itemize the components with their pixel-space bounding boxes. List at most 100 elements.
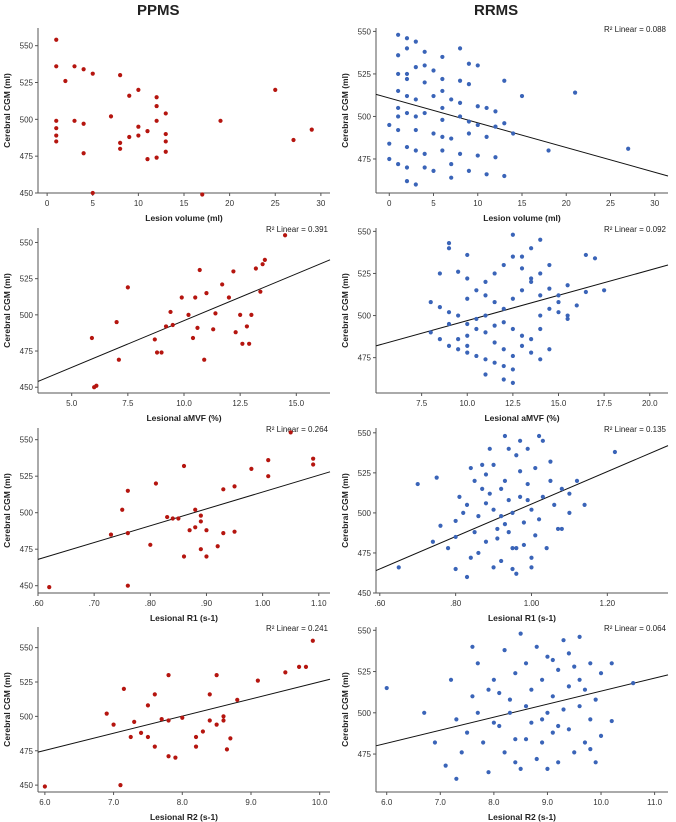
y-tick-label: 550 bbox=[20, 42, 34, 51]
data-point bbox=[247, 341, 252, 346]
data-point bbox=[228, 736, 233, 741]
data-point bbox=[413, 39, 418, 44]
data-point bbox=[559, 526, 564, 532]
data-point bbox=[540, 438, 545, 443]
y-tick-label: 500 bbox=[20, 115, 34, 124]
data-point bbox=[145, 129, 150, 134]
data-point bbox=[136, 133, 141, 138]
data-point bbox=[200, 729, 205, 734]
y-tick-label: 550 bbox=[358, 429, 372, 438]
x-tick-label: 11.0 bbox=[647, 798, 663, 807]
data-point bbox=[396, 127, 401, 133]
data-point bbox=[475, 710, 480, 715]
data-point bbox=[483, 357, 488, 362]
data-point bbox=[136, 124, 141, 129]
data-point bbox=[472, 530, 477, 535]
data-point bbox=[502, 121, 507, 126]
data-point bbox=[440, 117, 445, 122]
data-point bbox=[565, 283, 570, 288]
data-point bbox=[428, 299, 433, 305]
data-point bbox=[491, 462, 496, 467]
data-point bbox=[501, 377, 506, 382]
data-point bbox=[461, 510, 466, 516]
x-tick-label: 15.0 bbox=[289, 399, 305, 408]
data-point bbox=[493, 124, 498, 129]
data-point bbox=[445, 546, 451, 551]
data-point bbox=[456, 337, 461, 342]
data-point bbox=[404, 71, 410, 77]
data-point bbox=[200, 192, 205, 197]
data-point bbox=[396, 32, 401, 37]
data-point bbox=[446, 241, 452, 246]
x-tick-label: 1.00 bbox=[255, 599, 271, 608]
x-tick-label: 1.20 bbox=[600, 599, 616, 608]
data-point bbox=[128, 734, 133, 740]
r-squared-label: R² Linear = 0.064 bbox=[604, 624, 667, 633]
y-tick-label: 525 bbox=[20, 275, 34, 284]
data-point bbox=[81, 121, 86, 126]
x-axis-label: Lesional aMVF (%) bbox=[484, 413, 559, 423]
x-tick-label: 6.0 bbox=[381, 798, 393, 807]
data-point bbox=[448, 677, 454, 682]
data-point bbox=[519, 343, 525, 348]
data-point bbox=[593, 760, 598, 765]
data-point bbox=[556, 667, 561, 672]
data-point bbox=[567, 510, 572, 516]
fit-line bbox=[37, 259, 331, 382]
data-point bbox=[547, 306, 552, 311]
data-point bbox=[154, 155, 159, 160]
data-point bbox=[466, 168, 472, 173]
data-point bbox=[457, 46, 463, 51]
data-point bbox=[468, 555, 473, 560]
data-point bbox=[125, 488, 130, 493]
x-tick-label: 6.0 bbox=[39, 798, 51, 807]
y-tick-label: 450 bbox=[20, 582, 34, 591]
data-point bbox=[193, 507, 198, 512]
y-tick-label: 450 bbox=[20, 781, 34, 790]
data-point bbox=[491, 720, 496, 725]
data-point bbox=[249, 466, 254, 471]
rrms-amvf-panel: 475 500 525 550 7.5 10.0 12.5 15.0 17.5 20.0 Lesio… bbox=[338, 218, 676, 423]
y-tick-label: 525 bbox=[20, 79, 34, 88]
data-point bbox=[422, 165, 427, 170]
data-point bbox=[529, 246, 534, 251]
data-point bbox=[547, 262, 552, 268]
x-tick-label: 5.0 bbox=[66, 399, 78, 408]
data-point bbox=[533, 533, 538, 538]
data-point bbox=[54, 126, 59, 131]
data-point bbox=[491, 677, 496, 682]
data-point bbox=[266, 474, 271, 479]
data-point bbox=[422, 151, 427, 156]
data-point bbox=[404, 110, 410, 116]
rrms-amvf-chart: 475 500 525 550 7.5 10.0 12.5 15.0 17.5 20.0 Lesio… bbox=[340, 225, 669, 423]
x-tick-label: 5 bbox=[91, 199, 96, 208]
data-point bbox=[470, 694, 475, 699]
data-point bbox=[215, 544, 220, 549]
data-point bbox=[502, 173, 507, 179]
data-point bbox=[214, 722, 219, 727]
data-point bbox=[501, 306, 506, 311]
data-point bbox=[253, 266, 258, 271]
data-point bbox=[211, 327, 216, 332]
y-tick-label: 525 bbox=[358, 70, 372, 79]
data-point bbox=[310, 638, 315, 643]
data-point bbox=[303, 664, 309, 669]
data-point bbox=[457, 114, 463, 119]
y-tick-label: 475 bbox=[358, 549, 372, 558]
data-point bbox=[454, 776, 459, 781]
data-point bbox=[127, 93, 132, 98]
data-point bbox=[446, 343, 452, 348]
data-point bbox=[483, 501, 489, 506]
data-point bbox=[510, 326, 515, 332]
data-point bbox=[555, 526, 561, 532]
y-tick-label: 475 bbox=[20, 152, 34, 161]
data-point bbox=[539, 740, 545, 745]
data-point bbox=[404, 76, 410, 82]
data-point bbox=[493, 155, 498, 160]
data-point bbox=[434, 475, 439, 480]
y-tick-label: 525 bbox=[358, 269, 372, 278]
data-point bbox=[574, 303, 579, 308]
data-point bbox=[159, 717, 164, 722]
x-axis-label: Lesional R1 (s-1) bbox=[488, 613, 556, 623]
data-point bbox=[502, 433, 508, 439]
